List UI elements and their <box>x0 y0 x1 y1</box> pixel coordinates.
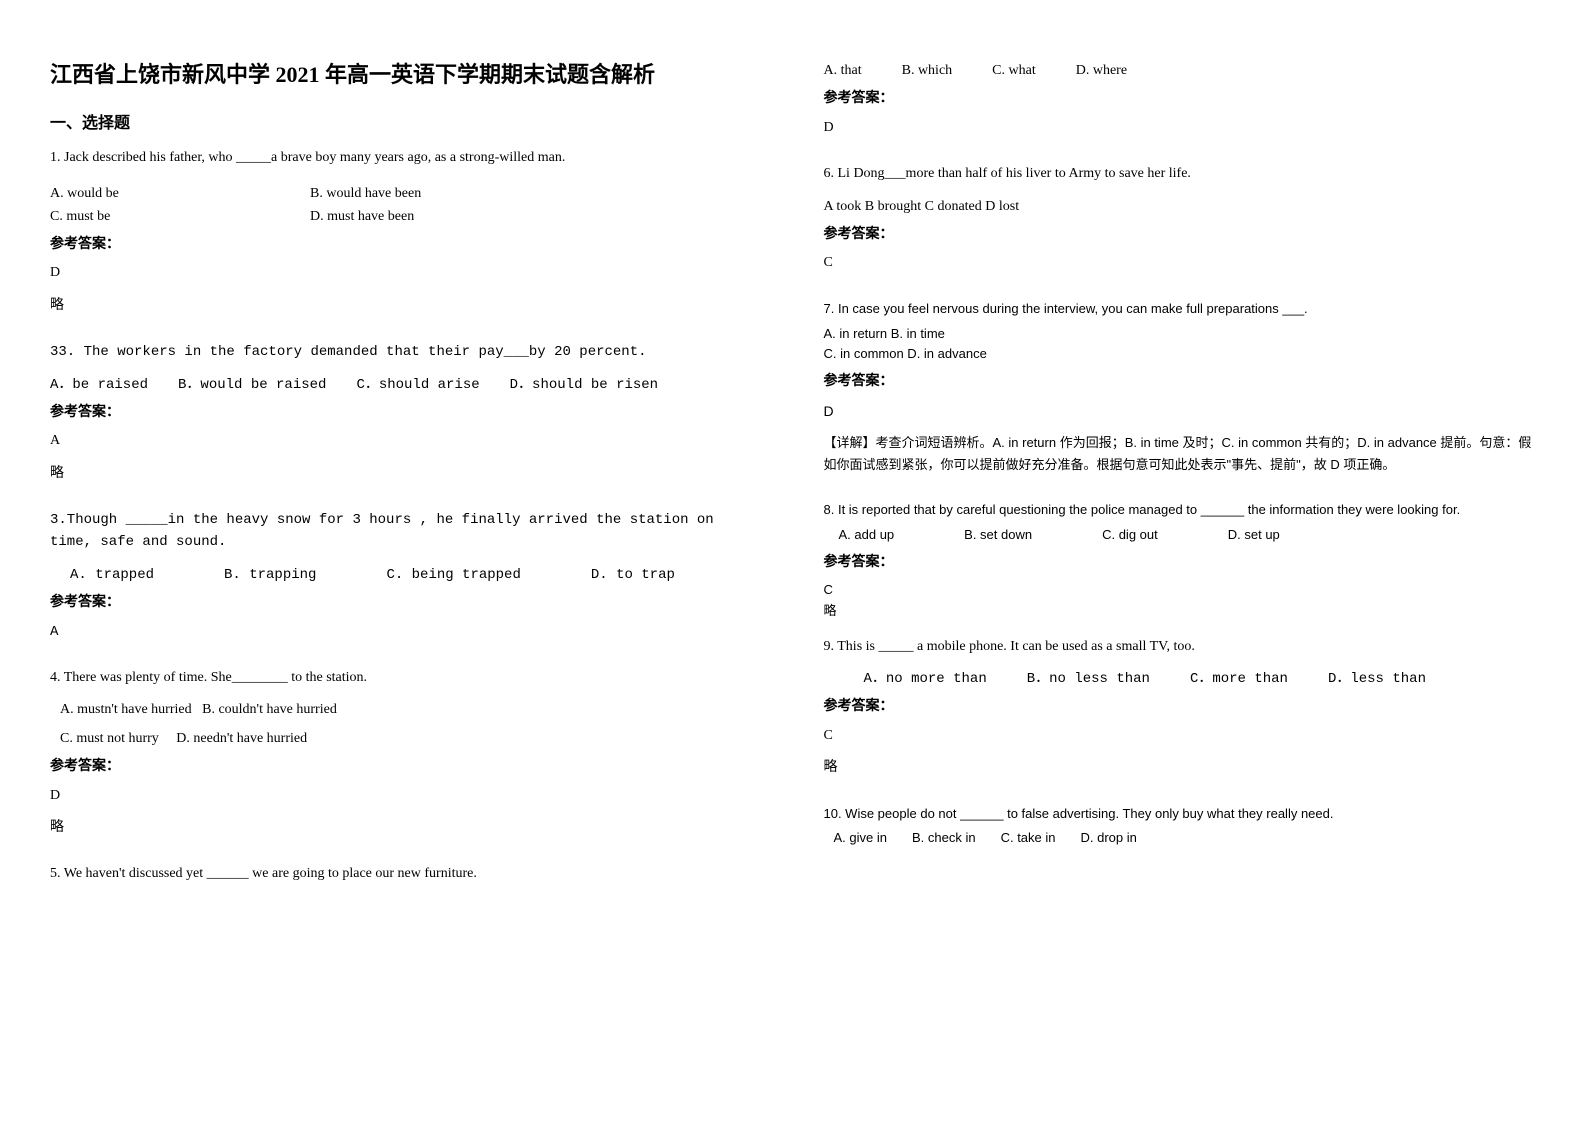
question-5: 5. We haven't discussed yet ______ we ar… <box>50 863 764 889</box>
options: A. mustn't have hurried B. couldn't have… <box>50 699 764 750</box>
options: A. add up B. set down C. dig out D. set … <box>824 525 1538 546</box>
option-a: A．be raised <box>50 374 148 396</box>
option-a: A. trapped <box>70 564 154 586</box>
question-text: 4. There was plenty of time. She________… <box>50 667 764 689</box>
note: 略 <box>824 601 1538 622</box>
question-6: 6. Li Dong___more than half of his liver… <box>824 163 1538 285</box>
answer-label: 参考答案： <box>824 88 1538 110</box>
answer: C <box>824 580 1538 601</box>
question-33: 33. The workers in the factory demanded … <box>50 341 764 495</box>
question-8: 8. It is reported that by careful questi… <box>824 500 1538 622</box>
option-d: D. needn't have hurried <box>176 731 307 746</box>
question-text: 9. This is _____ a mobile phone. It can … <box>824 636 1538 658</box>
option-d: D. where <box>1076 60 1127 82</box>
answer: C <box>824 725 1538 747</box>
answer: D <box>50 262 764 284</box>
section-header: 一、选择题 <box>50 109 764 133</box>
option-b: B. check in <box>912 828 976 849</box>
option-b: B. would have been <box>310 183 421 205</box>
options: A. that B. which C. what D. where <box>824 60 1538 82</box>
options: A．be raised B．would be raised C．should a… <box>50 374 764 396</box>
answer-label: 参考答案： <box>824 696 1538 718</box>
right-column: A. that B. which C. what D. where 参考答案： … <box>824 60 1538 1062</box>
option-a: A. mustn't have hurried <box>60 702 192 717</box>
question-text: 5. We haven't discussed yet ______ we ar… <box>50 863 764 885</box>
question-text: 7. In case you feel nervous during the i… <box>824 299 1538 320</box>
question-9: 9. This is _____ a mobile phone. It can … <box>824 636 1538 790</box>
question-text: 10. Wise people do not ______ to false a… <box>824 804 1538 825</box>
question-10: 10. Wise people do not ______ to false a… <box>824 804 1538 850</box>
answer-label: 参考答案： <box>824 224 1538 246</box>
explanation: 【详解】考查介词短语辨析。A. in return 作为回报；B. in tim… <box>824 432 1538 476</box>
answer: D <box>50 785 764 807</box>
options: A．no more than B．no less than C．more tha… <box>824 668 1538 690</box>
question-text: 8. It is reported that by careful questi… <box>824 500 1538 521</box>
options-line2: C. in common D. in advance <box>824 344 1538 365</box>
document-title: 江西省上饶市新风中学 2021 年高一英语下学期期末试题含解析 <box>50 60 764 91</box>
answer-label: 参考答案： <box>50 234 764 256</box>
note: 略 <box>50 295 764 317</box>
option-c: C. must be <box>50 206 310 228</box>
note: 略 <box>824 757 1538 779</box>
question-text: 6. Li Dong___more than half of his liver… <box>824 163 1538 185</box>
answer: A <box>50 430 764 452</box>
answer-label: 参考答案： <box>50 756 764 778</box>
option-b: B. couldn't have hurried <box>202 702 337 717</box>
question-text: 1. Jack described his father, who _____a… <box>50 147 764 169</box>
options-line1: A. in return B. in time <box>824 324 1538 345</box>
option-d: D．less than <box>1328 668 1426 690</box>
option-c: C．should arise <box>356 374 479 396</box>
answer-label: 参考答案： <box>824 552 1538 574</box>
options: A. trapped B. trapping C. being trapped … <box>50 564 764 586</box>
options: A. would be B. would have been C. must b… <box>50 183 764 228</box>
question-4: 4. There was plenty of time. She________… <box>50 667 764 849</box>
option-a: A. give in <box>834 828 887 849</box>
answer-label: 参考答案： <box>50 592 764 614</box>
answer: A <box>50 621 764 643</box>
question-3: 3.Though _____in the heavy snow for 3 ho… <box>50 509 764 653</box>
option-b: B．no less than <box>1027 668 1150 690</box>
option-c: C. dig out <box>1102 525 1158 546</box>
option-d: D．should be risen <box>510 374 658 396</box>
answer: C <box>824 252 1538 274</box>
option-b: B. set down <box>964 525 1032 546</box>
answer: D <box>824 400 1538 422</box>
answer-label: 参考答案： <box>824 371 1538 393</box>
question-text: 3.Though _____in the heavy snow for 3 ho… <box>50 509 764 554</box>
option-a: A. add up <box>839 525 895 546</box>
option-c: C. being trapped <box>386 564 520 586</box>
option-c: C．more than <box>1190 668 1288 690</box>
option-b: B. trapping <box>224 564 316 586</box>
option-c: C. must not hurry <box>60 731 159 746</box>
option-d: D. to trap <box>591 564 675 586</box>
answer-label: 参考答案： <box>50 402 764 424</box>
option-c: C. what <box>992 60 1036 82</box>
question-1: 1. Jack described his father, who _____a… <box>50 147 764 327</box>
option-a: A．no more than <box>864 668 987 690</box>
option-a: A. that <box>824 60 862 82</box>
option-d: D. drop in <box>1081 828 1137 849</box>
option-a: A. would be <box>50 183 310 205</box>
note: 略 <box>50 463 764 485</box>
note: 略 <box>50 817 764 839</box>
options: A. give in B. check in C. take in D. dro… <box>824 828 1538 849</box>
options: A took B brought C donated D lost <box>824 196 1538 218</box>
option-d: D. set up <box>1228 525 1280 546</box>
question-5-continued: A. that B. which C. what D. where 参考答案： … <box>824 60 1538 149</box>
option-b: B．would be raised <box>178 374 326 396</box>
option-c: C. take in <box>1001 828 1056 849</box>
option-b: B. which <box>902 60 953 82</box>
question-text: 33. The workers in the factory demanded … <box>50 341 764 363</box>
option-d: D. must have been <box>310 206 414 228</box>
question-7: 7. In case you feel nervous during the i… <box>824 299 1538 486</box>
left-column: 江西省上饶市新风中学 2021 年高一英语下学期期末试题含解析 一、选择题 1.… <box>50 60 764 1062</box>
answer: D <box>824 117 1538 139</box>
